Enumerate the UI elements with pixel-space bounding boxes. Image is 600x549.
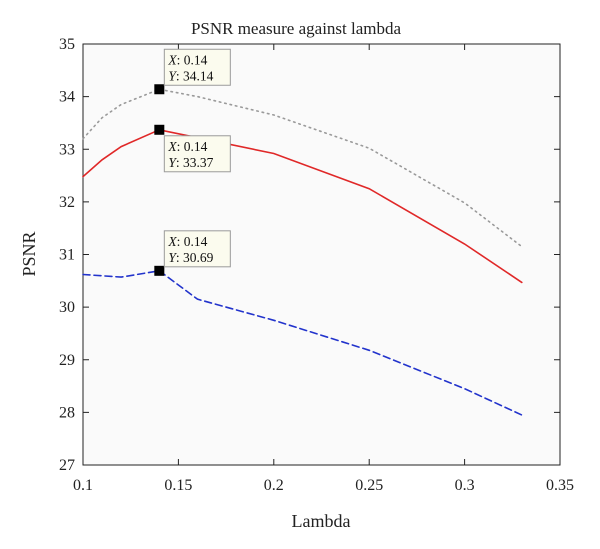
x-tick-label: 0.25: [355, 477, 383, 494]
y-tick-label: 31: [59, 247, 75, 264]
y-tick-label: 29: [59, 352, 75, 369]
x-tick-label: 0.3: [455, 477, 475, 494]
x-axis-label: Lambda: [292, 511, 351, 531]
axis-ticks: 0.1 0.15 0.2 0.25 0.3 0.35 27 28 29 30 31 32 33 34 35: [59, 36, 574, 494]
y-tick-label: 30: [59, 299, 75, 316]
datatip-x-text: X: 0.14: [167, 234, 207, 249]
datatip-box: [163, 135, 231, 173]
datatip-y-text: Y: 30.69: [168, 250, 213, 265]
datatips-layer: X: 0.14Y: 34.14X: 0.14Y: 33.37X: 0.14Y: …: [154, 48, 231, 276]
y-tick-label: 34: [59, 89, 75, 106]
plot-area: [82, 43, 561, 466]
series-line-dashed: [82, 269, 523, 416]
datatip-x-text: X: 0.14: [167, 139, 207, 154]
datatip-marker: [154, 124, 165, 135]
x-tick-label: 0.15: [164, 477, 192, 494]
y-tick-label: 28: [59, 404, 75, 421]
datatip-y-text: Y: 33.37: [168, 155, 213, 170]
y-tick-label: 33: [59, 141, 75, 158]
datatip-marker: [154, 265, 165, 276]
series-line-dotted: [82, 88, 523, 248]
datatip-y-text: Y: 34.14: [168, 68, 213, 83]
y-axis-label: PSNR: [19, 231, 39, 276]
x-tick-label: 0.2: [264, 477, 284, 494]
datatip-box: [163, 230, 231, 268]
x-tick-label: 0.1: [73, 477, 93, 494]
y-tick-label: 32: [59, 194, 75, 211]
datatip-x-text: X: 0.14: [167, 52, 207, 67]
y-tick-label: 35: [59, 36, 75, 53]
chart-title: PSNR measure against lambda: [191, 19, 402, 38]
datatip-marker: [154, 84, 165, 95]
x-tick-label: 0.35: [546, 477, 574, 494]
datatip-box: [163, 48, 231, 86]
y-tick-label: 27: [59, 457, 75, 474]
